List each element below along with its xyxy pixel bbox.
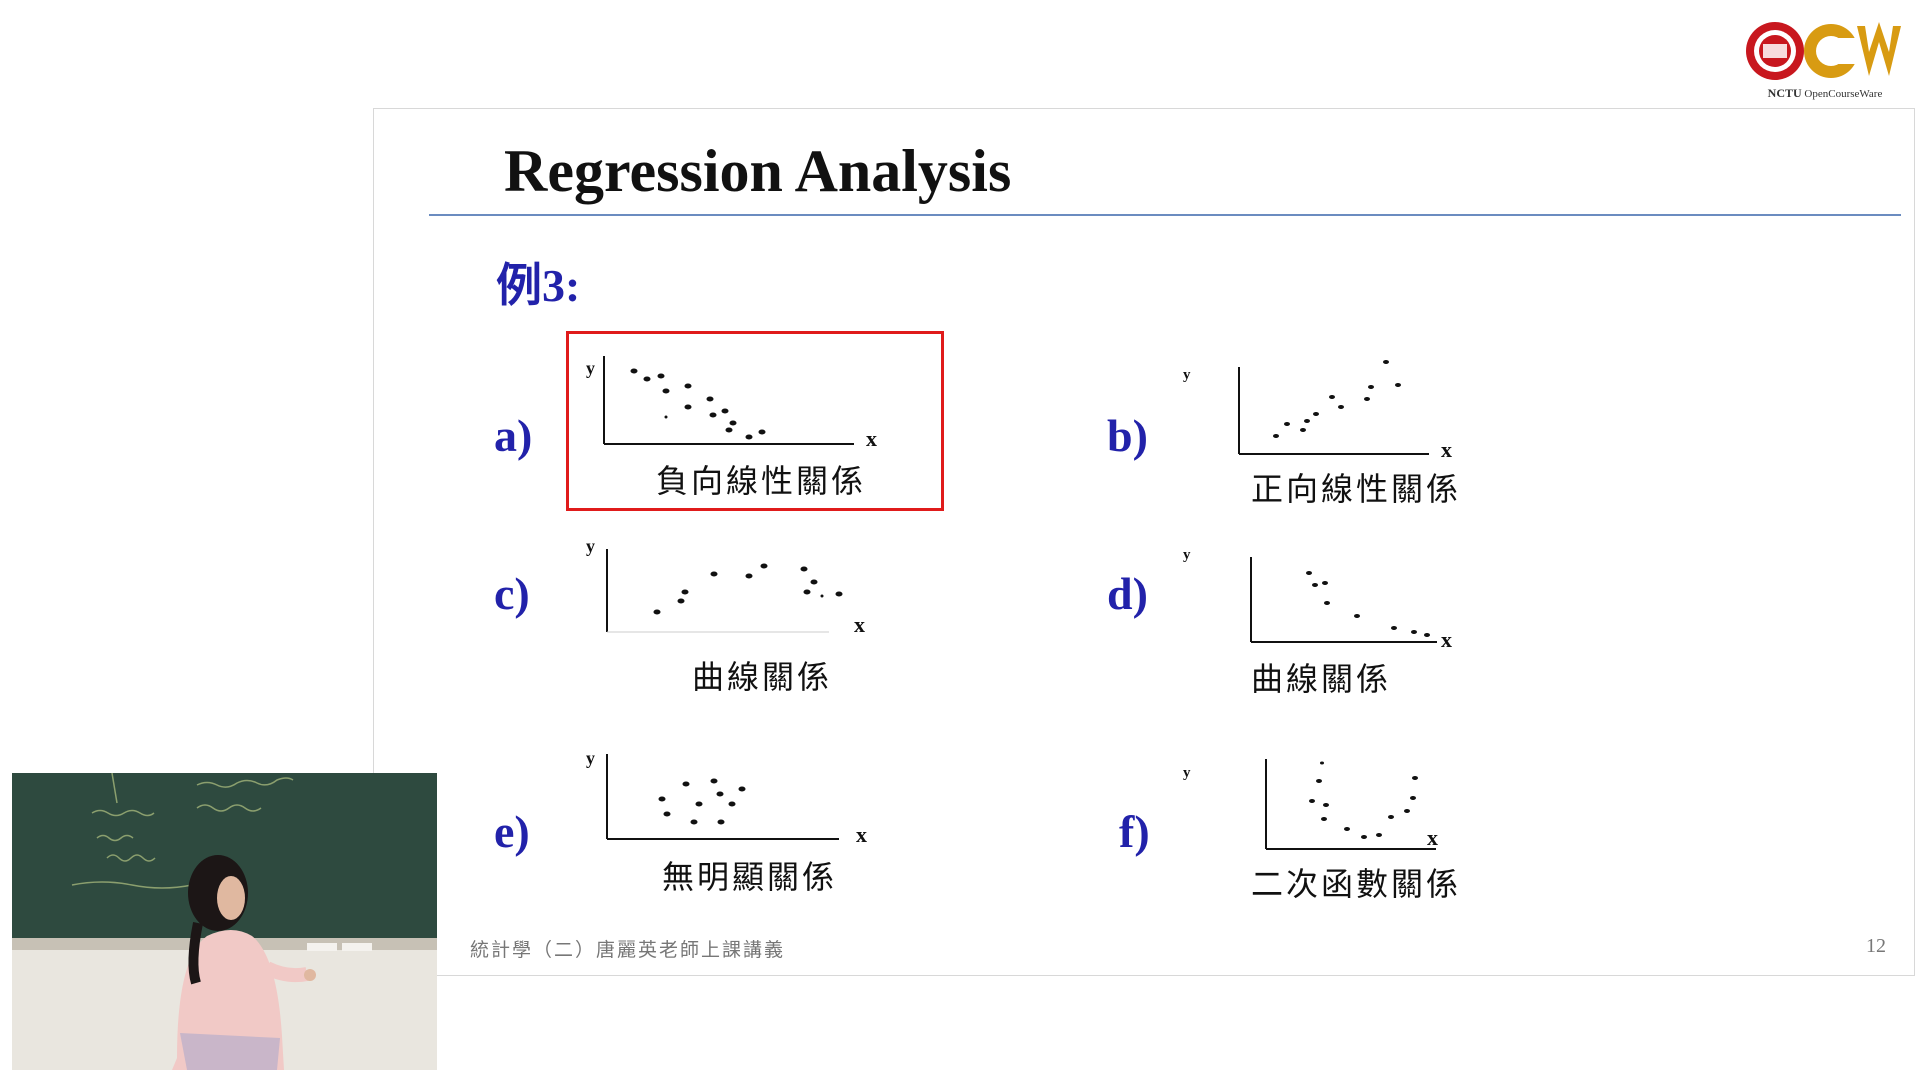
scatter-panel-b: y x 正向線性關係 xyxy=(1179,349,1579,539)
title-divider xyxy=(429,214,1901,216)
scatter-panel-d: y x 曲線關係 xyxy=(1179,539,1579,729)
highlight-box xyxy=(566,331,944,511)
logo-caption: NCTU OpenCourseWare xyxy=(1745,86,1905,101)
panel-e-label: e) xyxy=(494,806,530,857)
panel-d-caption: 曲線關係 xyxy=(1251,660,1392,698)
slide-title: Regression Analysis xyxy=(504,138,1012,204)
panel-c-caption: 曲線關係 xyxy=(692,658,833,696)
panel-b-label: b) xyxy=(1107,410,1148,461)
panel-e-caption: 無明顯關係 xyxy=(662,858,838,896)
page-number: 12 xyxy=(1866,935,1886,957)
x-axis-label: x xyxy=(866,426,877,451)
panel-d-label: d) xyxy=(1107,568,1148,619)
slide: Regression Analysis 例3: a) b) c) d) e) f… xyxy=(373,108,1915,976)
panel-a-caption: 負向線性關係 xyxy=(656,462,867,500)
slide-footer: 統計學（二）唐麗英老師上課講義 xyxy=(470,939,786,961)
panel-f-caption: 二次函數關係 xyxy=(1251,865,1462,903)
scatter-panel-a: y x 負向線性關係 xyxy=(584,344,984,534)
y-axis-label: y xyxy=(1183,765,1191,781)
x-axis-label: x xyxy=(856,822,867,847)
x-axis-label: x xyxy=(1441,627,1452,652)
nctu-ocw-logo: NCTU OpenCourseWare xyxy=(1745,18,1905,104)
lecturer-video-inset xyxy=(12,773,437,1070)
panel-b-caption: 正向線性關係 xyxy=(1251,470,1462,508)
y-axis-label: y xyxy=(1183,547,1191,563)
x-axis-label: x xyxy=(1427,825,1438,850)
x-axis-label: x xyxy=(1441,437,1452,462)
example-label: 例3: xyxy=(496,260,581,311)
y-axis-label: y xyxy=(586,358,595,378)
logo-name: OpenCourseWare xyxy=(1804,88,1883,100)
panel-f-label: f) xyxy=(1119,806,1150,857)
panel-c-label: c) xyxy=(494,568,530,619)
scatter-panel-f: y x 二次函數關係 xyxy=(1179,749,1579,939)
x-axis-label: x xyxy=(854,612,865,637)
y-axis-label: y xyxy=(1183,367,1191,383)
y-axis-label: y xyxy=(586,536,595,556)
logo-org: NCTU xyxy=(1767,86,1802,100)
scatter-panel-c: y x 曲線關係 xyxy=(584,534,984,724)
y-axis-label: y xyxy=(586,748,595,768)
scatter-panel-e: y x 無明顯關係 xyxy=(584,744,984,934)
panel-a-label: a) xyxy=(494,410,533,461)
